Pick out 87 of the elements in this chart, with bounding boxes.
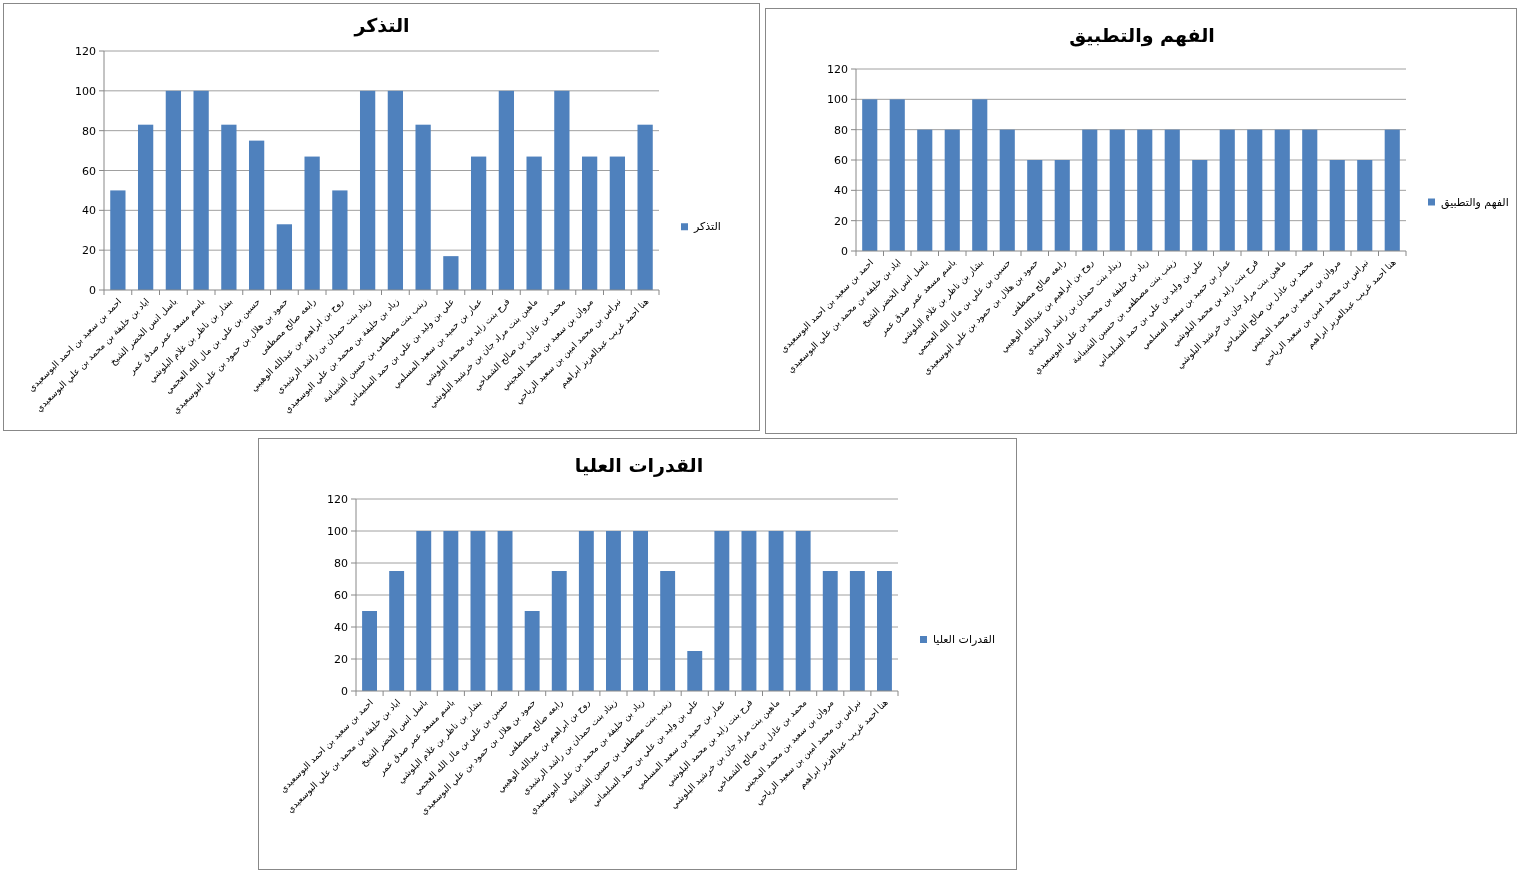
- bar: [687, 651, 703, 691]
- y-tick-label: 20: [834, 214, 848, 228]
- bar: [999, 129, 1015, 251]
- y-tick-label: 60: [82, 164, 96, 178]
- bar: [1082, 129, 1098, 251]
- bar: [637, 124, 653, 290]
- bar: [389, 571, 405, 691]
- bar: [526, 156, 542, 290]
- y-tick-label: 100: [327, 525, 348, 538]
- bar: [917, 129, 933, 251]
- bar: [1247, 129, 1263, 251]
- bar: [1164, 129, 1180, 251]
- bar: [443, 256, 459, 290]
- bar: [862, 99, 878, 251]
- bar: [443, 531, 459, 691]
- bar: [1027, 160, 1043, 251]
- bar: [165, 90, 182, 290]
- legend-label: التذكر: [693, 220, 721, 234]
- bar: [551, 571, 567, 691]
- bar: [362, 611, 377, 691]
- bar: [524, 611, 540, 691]
- bar: [304, 156, 320, 290]
- bar: [416, 531, 432, 691]
- bar: [889, 99, 905, 251]
- bar: [1137, 129, 1153, 251]
- bar: [1219, 129, 1235, 251]
- bar: [1054, 160, 1070, 251]
- bar: [1109, 129, 1125, 251]
- bar: [768, 531, 784, 691]
- bar: [221, 124, 237, 290]
- bar: [497, 531, 513, 691]
- y-tick-label: 0: [341, 685, 348, 698]
- bar: [944, 129, 960, 251]
- bar: [359, 90, 376, 290]
- y-tick-label: 120: [75, 45, 96, 58]
- y-tick-label: 20: [82, 244, 96, 258]
- bar: [714, 531, 730, 691]
- bar: [741, 531, 757, 691]
- bar: [1192, 160, 1208, 251]
- bar: [332, 190, 348, 290]
- chart-title: الفهم والتطبيق: [1069, 24, 1215, 47]
- y-tick-label: 80: [334, 557, 348, 570]
- y-tick-label: 120: [327, 493, 348, 506]
- y-tick-label: 100: [827, 93, 848, 107]
- bar: [1302, 129, 1318, 251]
- y-tick-label: 60: [334, 589, 348, 602]
- y-tick-label: 40: [334, 621, 348, 634]
- bar: [470, 531, 486, 691]
- bar: [415, 124, 431, 290]
- bar: [578, 531, 594, 691]
- bar: [609, 156, 626, 290]
- bar: [1329, 160, 1345, 251]
- y-tick-label: 40: [82, 204, 96, 218]
- y-tick-label: 100: [75, 84, 96, 98]
- chart-title: القدرات العليا: [574, 454, 704, 477]
- bar: [387, 90, 404, 290]
- y-tick-label: 60: [834, 154, 848, 167]
- y-tick-label: 20: [334, 653, 348, 666]
- bar: [972, 99, 988, 251]
- y-tick-label: 0: [841, 245, 848, 258]
- bar: [1274, 129, 1290, 251]
- bar: [660, 571, 676, 691]
- bar: [276, 224, 293, 290]
- bar: [193, 90, 209, 290]
- bar: [606, 531, 621, 691]
- y-tick-label: 120: [827, 63, 848, 76]
- bar: [633, 531, 648, 691]
- bar: [470, 156, 487, 290]
- bar: [877, 571, 892, 691]
- bar: [822, 571, 838, 691]
- bar: [248, 140, 265, 290]
- y-tick-label: 0: [89, 284, 96, 297]
- legend-label: القدرات العليا: [933, 633, 995, 646]
- y-tick-label: 40: [834, 184, 848, 198]
- y-tick-label: 80: [834, 123, 848, 137]
- bar: [554, 90, 570, 290]
- bar: [581, 156, 598, 290]
- bar: [795, 531, 811, 691]
- legend-label: الفهم والتطبيق: [1441, 195, 1509, 210]
- bar: [1384, 129, 1400, 251]
- bar: [110, 190, 126, 290]
- chart-title: التذكر: [353, 14, 410, 37]
- bar: [498, 90, 515, 290]
- bar: [137, 124, 154, 290]
- bar: [849, 571, 865, 691]
- bar: [1357, 160, 1373, 251]
- y-tick-label: 80: [82, 124, 96, 138]
